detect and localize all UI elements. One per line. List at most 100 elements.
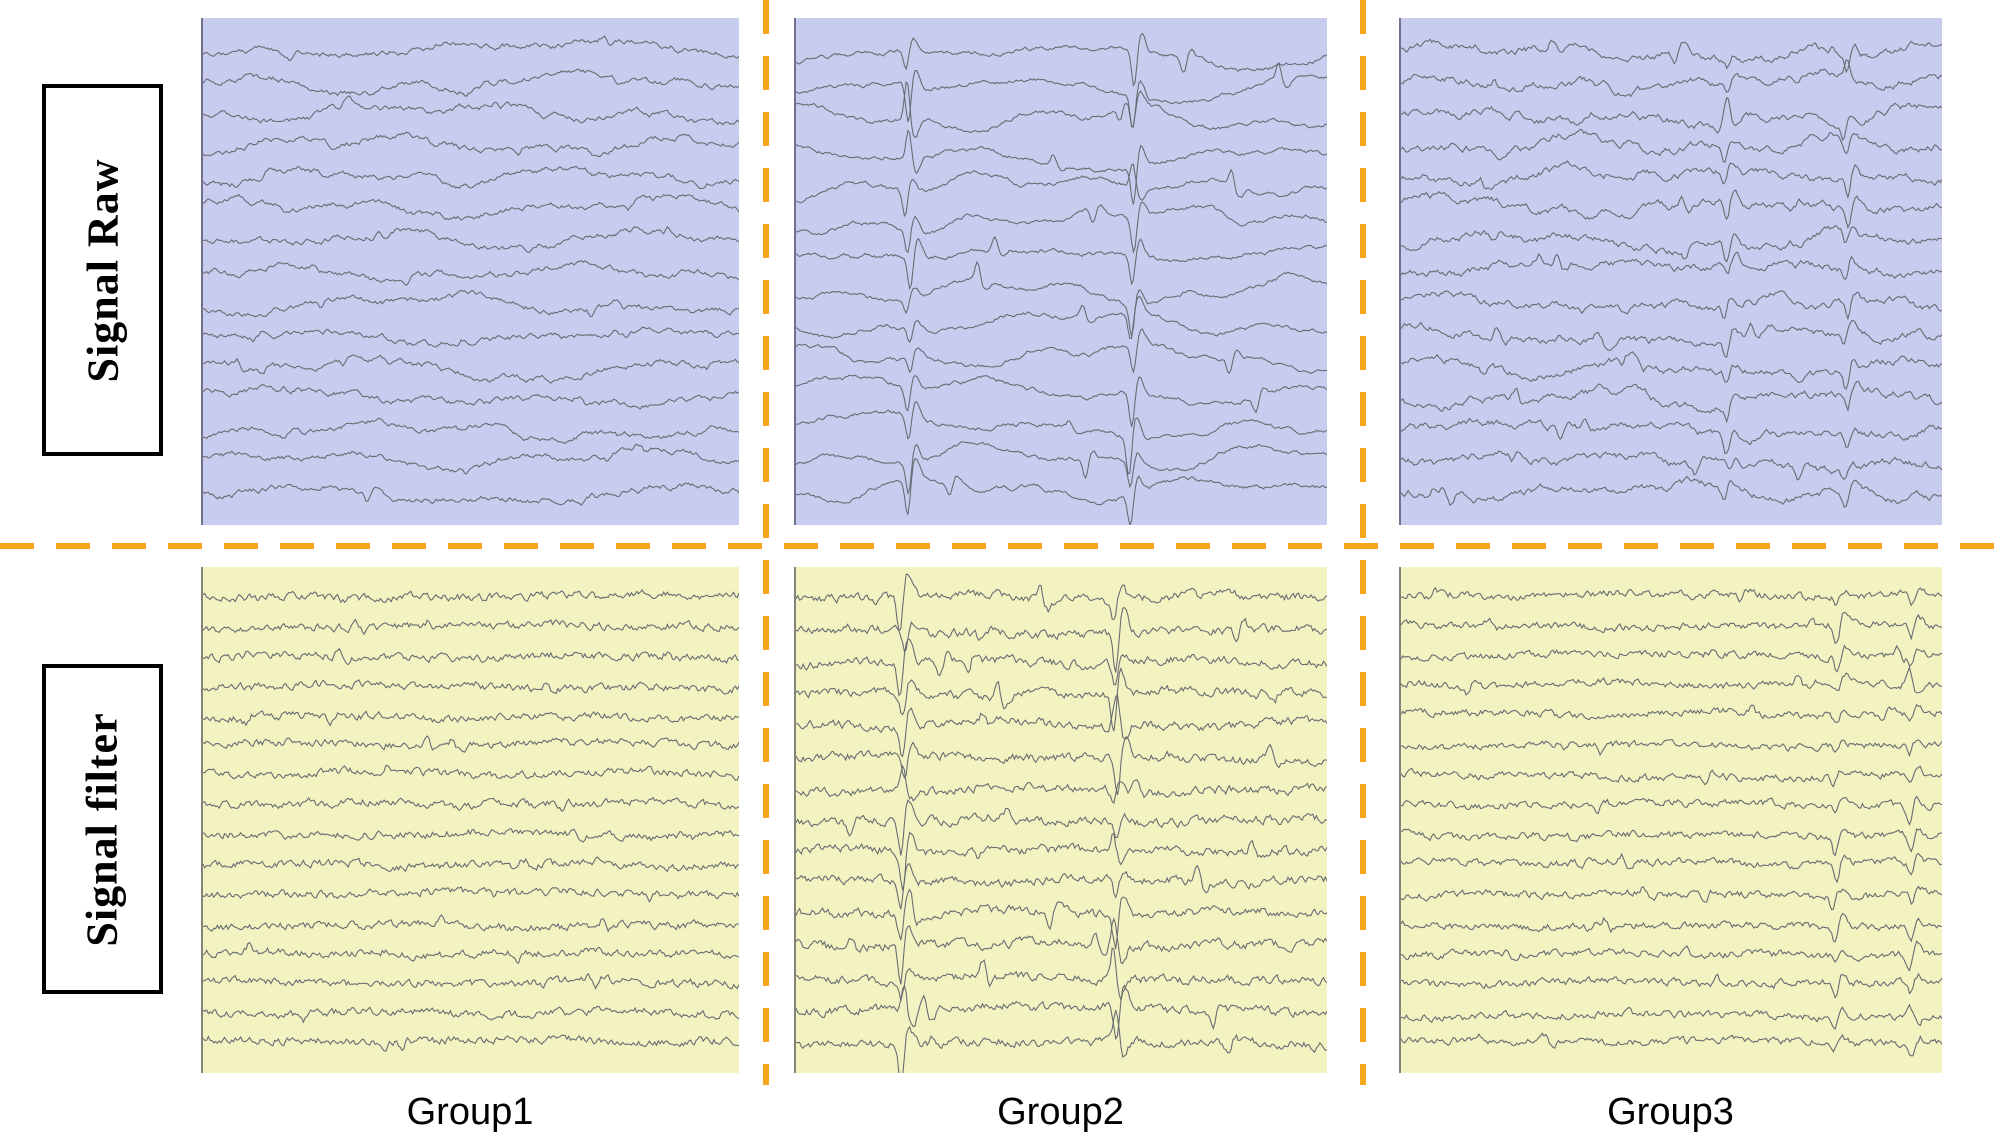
trace-line: [203, 35, 739, 62]
trace-line: [203, 384, 739, 410]
trace-line: [203, 165, 739, 190]
trace-line: [796, 295, 1327, 343]
trace-plot: [1401, 586, 1942, 1057]
trace-line: [1401, 290, 1942, 321]
trace-line: [1401, 665, 1942, 696]
trace-line: [796, 235, 1327, 291]
trace-line: [796, 917, 1327, 985]
row-label-signal-filter: Signal filter: [78, 711, 128, 947]
trace-line: [203, 95, 739, 126]
trace-line: [203, 796, 739, 812]
trace-line: [203, 326, 739, 348]
vertical-divider-dashed-1: [763, 0, 769, 1085]
trace-line: [203, 225, 739, 254]
trace-line: [1401, 852, 1942, 884]
trace-line: [1401, 380, 1942, 424]
trace-line: [203, 856, 739, 873]
trace-line: [1401, 611, 1942, 645]
trace-line: [796, 764, 1327, 805]
trace-line: [203, 417, 739, 445]
trace-plot: [203, 35, 739, 507]
trace-line: [203, 647, 739, 666]
row-label-box-signal-raw: Signal Raw: [42, 84, 163, 456]
trace-line: [203, 68, 739, 97]
trace-plot: [203, 589, 739, 1052]
trace-line: [796, 607, 1327, 673]
trace-line: [796, 328, 1327, 375]
trace-line: [796, 863, 1327, 910]
horizontal-divider-dashed: [0, 543, 2008, 549]
trace-line: [203, 354, 739, 384]
trace-line: [1401, 644, 1942, 673]
trace-line: [1401, 59, 1942, 98]
trace-line: [796, 374, 1327, 427]
trace-line: [1401, 739, 1942, 758]
trace-line: [203, 1034, 739, 1052]
trace-line: [1401, 795, 1942, 826]
trace-line: [203, 710, 739, 727]
trace-line: [796, 573, 1327, 632]
trace-line: [203, 289, 739, 318]
trace-line: [796, 163, 1327, 218]
trace-line: [796, 401, 1327, 475]
trace-plot: [796, 573, 1327, 1073]
vertical-divider-dashed-2: [1360, 0, 1366, 1085]
signal-panel-raw-group2: [794, 18, 1327, 525]
trace-line: [203, 1005, 739, 1024]
trace-line: [203, 259, 739, 286]
trace-line: [203, 972, 739, 990]
trace-line: [1401, 828, 1942, 857]
trace-line: [203, 735, 739, 753]
trace-line: [1401, 1003, 1942, 1031]
signal-panel-filter-group3: [1399, 567, 1942, 1073]
trace-line: [1401, 475, 1942, 509]
trace-line: [1401, 586, 1942, 607]
trace-line: [1401, 703, 1942, 723]
trace-line: [1401, 885, 1942, 911]
trace-line: [203, 193, 739, 221]
signal-panel-filter-group2: [794, 567, 1327, 1073]
trace-line: [796, 441, 1327, 496]
trace-line: [1401, 351, 1942, 391]
trace-line: [1401, 1032, 1942, 1057]
trace-line: [796, 984, 1327, 1041]
trace-line: [1401, 765, 1942, 788]
trace-line: [1401, 940, 1942, 972]
trace-line: [1401, 450, 1942, 481]
column-label-group1: Group1: [406, 1090, 534, 1133]
trace-line: [203, 679, 739, 695]
trace-line: [203, 914, 739, 933]
row-label-box-signal-filter: Signal filter: [42, 664, 163, 994]
trace-line: [796, 201, 1327, 254]
trace-line: [203, 828, 739, 843]
trace-line: [1401, 224, 1942, 263]
trace-line: [796, 638, 1327, 697]
trace-line: [796, 458, 1327, 525]
row-label-signal-raw: Signal Raw: [78, 158, 128, 382]
trace-line: [796, 260, 1327, 337]
trace-line: [796, 947, 1327, 1002]
trace-line: [796, 831, 1327, 891]
signal-panel-raw-group3: [1399, 18, 1942, 525]
trace-line: [796, 62, 1327, 128]
trace-line: [1401, 320, 1942, 359]
trace-line: [796, 888, 1327, 950]
trace-line: [203, 589, 739, 604]
trace-line: [1401, 912, 1942, 943]
column-label-group3: Group3: [1607, 1090, 1734, 1133]
trace-line: [1401, 160, 1942, 200]
trace-line: [203, 482, 739, 507]
trace-line: [796, 799, 1327, 856]
trace-line: [1401, 38, 1942, 74]
trace-line: [796, 129, 1327, 205]
trace-line: [1401, 128, 1942, 164]
trace-line: [203, 941, 739, 965]
trace-line: [796, 735, 1327, 796]
trace-line: [203, 618, 739, 635]
trace-line: [1401, 189, 1942, 230]
column-label-group2: Group2: [997, 1090, 1124, 1133]
trace-line: [203, 886, 739, 904]
trace-line: [203, 131, 739, 158]
signal-panel-filter-group1: [201, 567, 739, 1073]
